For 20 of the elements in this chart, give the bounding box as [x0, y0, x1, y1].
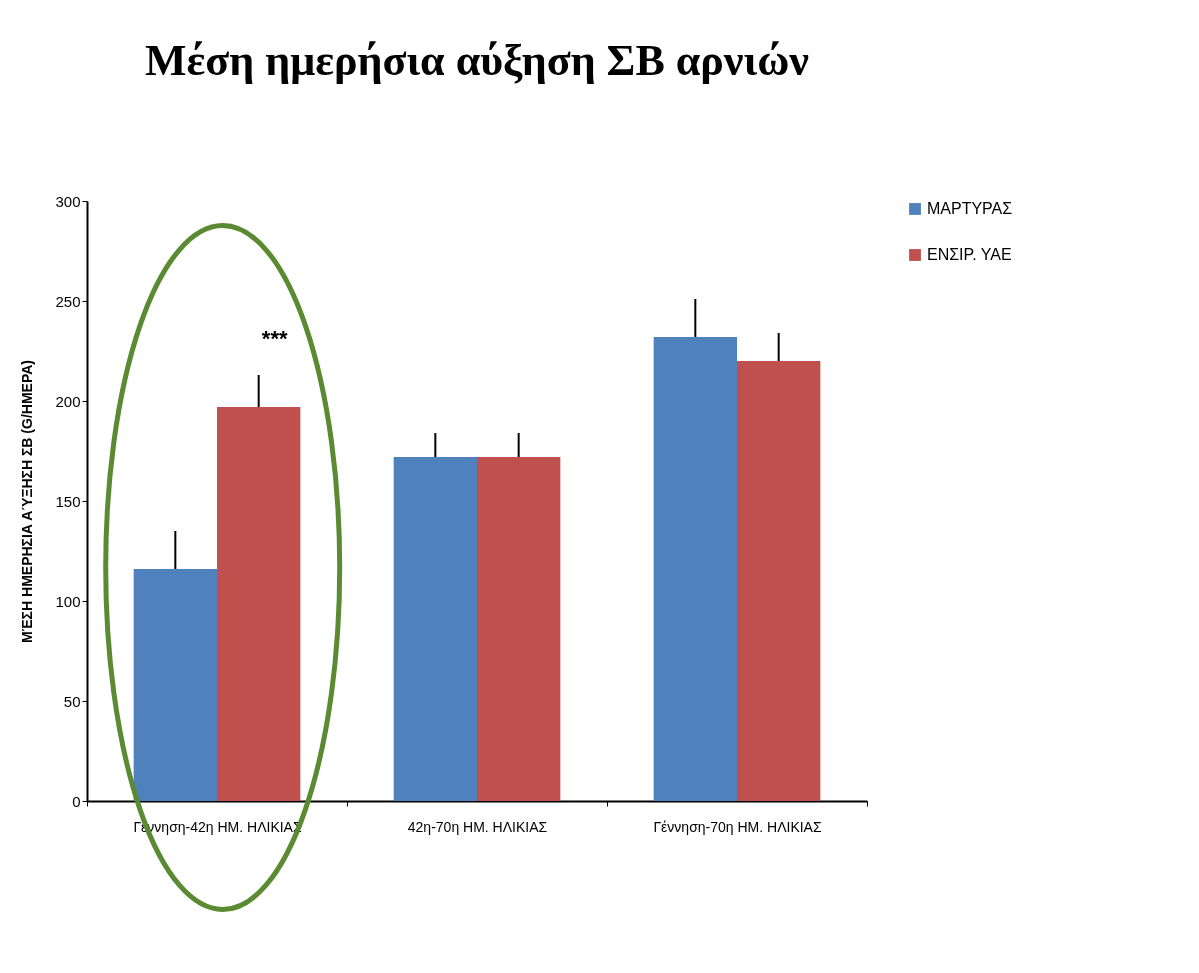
y-tick-label: 50 — [63, 692, 81, 710]
bar — [477, 457, 561, 801]
y-axis-title: ΜΈΣΗ ΗΜΕΡΗΣΙΑ ΑΎΞΗΣΗ ΣΒ (G/ΗΜΕΡΑ) — [19, 360, 36, 643]
bar — [393, 457, 477, 801]
bar — [217, 407, 301, 801]
y-tick-label: 250 — [55, 292, 81, 310]
bar — [737, 361, 821, 801]
bar — [133, 569, 217, 801]
x-tick-label: Γέννηση-70η ΗΜ. ΗΛΙΚΙΑΣ — [653, 818, 822, 835]
y-tick-label: 150 — [55, 492, 81, 510]
y-tick-label: 200 — [55, 392, 81, 410]
x-tick-label: 42η-70η ΗΜ. ΗΛΙΚΙΑΣ — [407, 818, 548, 835]
chart-title: Μέση ημερήσια αύξηση ΣΒ αρνιών — [145, 36, 810, 85]
legend-label: ΕΝΣΙΡ. ΥΑΕ — [927, 246, 1012, 263]
y-tick-label: 100 — [55, 592, 81, 610]
legend-label: ΜΑΡΤΥΡΑΣ — [927, 200, 1013, 217]
y-tick-label: 300 — [55, 192, 81, 210]
y-tick-label: 0 — [72, 792, 81, 810]
annotation: *** — [261, 325, 288, 351]
bar — [653, 337, 737, 801]
